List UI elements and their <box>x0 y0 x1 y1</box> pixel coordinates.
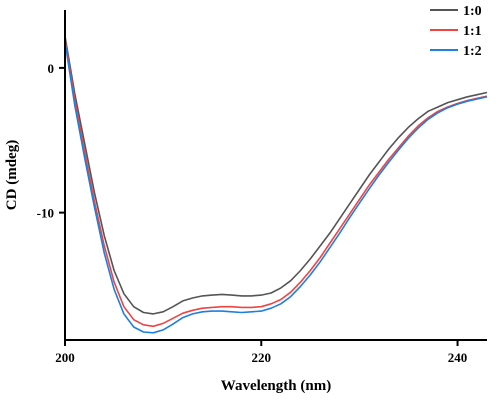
x-tick-label: 240 <box>448 350 468 365</box>
series-line-3 <box>64 41 488 334</box>
legend: 1:0 1:1 1:2 <box>430 4 482 59</box>
x-tick-label: 220 <box>252 350 272 365</box>
x-axis-title: Wavelength (nm) <box>221 378 331 394</box>
y-tick-label: 0 <box>48 61 55 76</box>
series-layer <box>64 35 488 334</box>
legend-label: 1:0 <box>463 4 482 19</box>
y-ticks: 0 -10 <box>37 61 65 221</box>
legend-label: 1:2 <box>463 44 482 59</box>
y-tick-label: -10 <box>37 206 54 221</box>
x-tick-label: 200 <box>55 350 75 365</box>
legend-label: 1:1 <box>463 24 482 39</box>
x-ticks: 200 220 240 <box>55 340 467 365</box>
series-line-1 <box>64 35 488 315</box>
y-axis-title: CD (mdeg) <box>4 140 20 210</box>
series-line-2 <box>64 38 488 328</box>
